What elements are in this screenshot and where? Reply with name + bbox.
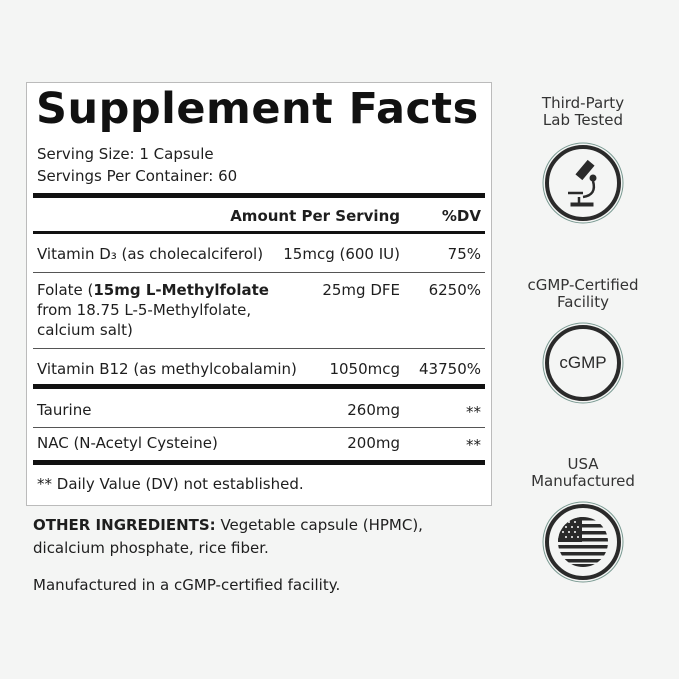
cgmp-text: cGMP (559, 353, 607, 372)
row-name: Folate (15mg L-Methylfolate (37, 281, 269, 299)
badge-line: Third-Party (541, 94, 625, 112)
row-name: Vitamin D₃ (as cholecalciferol) (37, 245, 264, 263)
facts-title: Supplement Facts (36, 84, 479, 134)
divider (33, 231, 485, 234)
row-amount: 25mg DFE (322, 281, 400, 299)
us-flag-icon (542, 501, 624, 583)
badge-label-usa: USA Manufactured (508, 456, 658, 490)
divider (33, 348, 485, 349)
other-ingredients: OTHER INGREDIENTS: Vegetable capsule (HP… (33, 514, 473, 560)
other-ingredients-label: OTHER INGREDIENTS: (33, 516, 216, 534)
cgmp-icon: cGMP (541, 321, 625, 405)
row-amount: 200mg (347, 434, 400, 452)
header-dv: %DV (441, 207, 481, 225)
other-ingredients-text: Vegetable capsule (HPMC), dicalcium phos… (33, 516, 423, 557)
divider-thick (33, 193, 485, 198)
divider-thick (33, 384, 485, 389)
row-dv: 6250% (428, 281, 481, 299)
badge-line: Lab Tested (542, 111, 624, 129)
footnote: ** Daily Value (DV) not established. (37, 475, 304, 493)
badge-line: USA (567, 455, 599, 473)
microscope-icon (542, 142, 624, 224)
manufactured-note: Manufactured in a cGMP-certified facilit… (33, 576, 341, 594)
badge-label-cgmp: cGMP-Certified Facility (508, 277, 658, 311)
row-amount: 1050mcg (329, 360, 400, 378)
row-amount: 15mcg (600 IU) (283, 245, 400, 263)
row-name: Taurine (37, 401, 92, 419)
row-name: NAC (N-Acetyl Cysteine) (37, 434, 218, 452)
divider-thick (33, 460, 485, 465)
row-dv: ** (466, 403, 481, 421)
row-name-line3: calcium salt) (37, 321, 133, 339)
row-amount: 260mg (347, 401, 400, 419)
badge-line: Facility (557, 293, 609, 311)
badge-line: cGMP-Certified (527, 276, 639, 294)
row-dv: 75% (447, 245, 481, 263)
row-name-line2: from 18.75 L-5-Methylfolate, (37, 301, 252, 319)
badge-line: Manufactured (531, 472, 635, 490)
folate-bold: 15mg L-Methylfolate (93, 281, 269, 299)
divider (33, 272, 485, 273)
row-dv: 43750% (419, 360, 481, 378)
servings-per-container: Servings Per Container: 60 (37, 167, 238, 185)
row-name: Vitamin B12 (as methylcobalamin) (37, 360, 297, 378)
badge-label-lab-tested: Third-Party Lab Tested (508, 95, 658, 129)
cgmp-ring-icon (542, 322, 624, 404)
divider (33, 427, 485, 428)
supplement-facts-panel (26, 82, 492, 506)
serving-size: Serving Size: 1 Capsule (37, 145, 214, 163)
folate-prefix: Folate ( (37, 281, 94, 299)
header-amount: Amount Per Serving (230, 207, 400, 225)
row-dv: ** (466, 436, 481, 454)
